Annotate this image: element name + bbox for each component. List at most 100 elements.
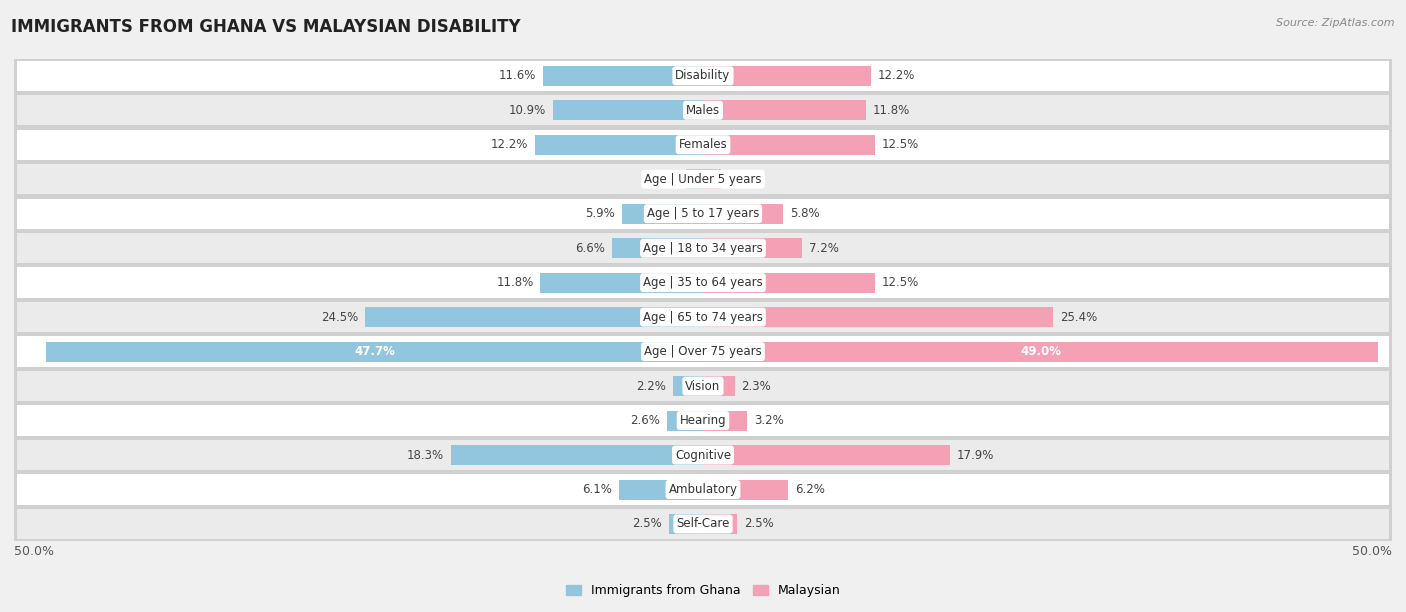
Bar (703, 169, 721, 189)
Text: 11.6%: 11.6% (499, 69, 536, 82)
Bar (14, 266, 1392, 300)
Text: 2.5%: 2.5% (631, 518, 662, 531)
Bar (703, 376, 735, 396)
Bar (17, 130, 1389, 160)
Bar (366, 307, 703, 327)
Text: 7.2%: 7.2% (808, 242, 839, 255)
Bar (14, 162, 1392, 196)
Bar (669, 514, 703, 534)
Text: 11.8%: 11.8% (873, 104, 910, 117)
Text: 50.0%: 50.0% (1353, 545, 1392, 558)
Bar (686, 169, 703, 189)
Text: Ambulatory: Ambulatory (668, 483, 738, 496)
Bar (17, 371, 1389, 401)
Text: 2.6%: 2.6% (630, 414, 661, 427)
Text: 6.2%: 6.2% (796, 483, 825, 496)
Bar (14, 334, 1392, 369)
Text: 2.3%: 2.3% (741, 379, 772, 392)
Bar (14, 403, 1392, 438)
Text: 6.6%: 6.6% (575, 242, 605, 255)
Bar (17, 267, 1389, 298)
Bar (553, 100, 703, 120)
Bar (17, 337, 1389, 367)
Text: Age | 18 to 34 years: Age | 18 to 34 years (643, 242, 763, 255)
Bar (703, 341, 1378, 362)
Text: Age | 5 to 17 years: Age | 5 to 17 years (647, 207, 759, 220)
Bar (703, 445, 949, 465)
Bar (14, 300, 1392, 334)
Bar (703, 135, 875, 155)
Bar (451, 445, 703, 465)
Bar (14, 59, 1392, 93)
Text: 2.5%: 2.5% (744, 518, 775, 531)
Text: 5.8%: 5.8% (790, 207, 820, 220)
Bar (14, 369, 1392, 403)
Bar (14, 507, 1392, 541)
Text: 1.3%: 1.3% (728, 173, 758, 185)
Bar (17, 474, 1389, 505)
Text: Disability: Disability (675, 69, 731, 82)
Bar (703, 480, 789, 499)
Bar (17, 302, 1389, 332)
Text: 3.2%: 3.2% (754, 414, 783, 427)
Text: Cognitive: Cognitive (675, 449, 731, 461)
Text: IMMIGRANTS FROM GHANA VS MALAYSIAN DISABILITY: IMMIGRANTS FROM GHANA VS MALAYSIAN DISAB… (11, 18, 520, 36)
Bar (17, 233, 1389, 263)
Bar (534, 135, 703, 155)
Text: 12.2%: 12.2% (877, 69, 915, 82)
Bar (612, 238, 703, 258)
Bar (17, 198, 1389, 229)
Bar (17, 164, 1389, 195)
Text: 12.5%: 12.5% (882, 276, 920, 289)
Bar (17, 509, 1389, 539)
Bar (14, 231, 1392, 266)
Text: 12.2%: 12.2% (491, 138, 529, 151)
Bar (703, 272, 875, 293)
Text: Age | Over 75 years: Age | Over 75 years (644, 345, 762, 358)
Bar (17, 61, 1389, 91)
Text: 18.3%: 18.3% (406, 449, 444, 461)
Text: 2.2%: 2.2% (636, 379, 666, 392)
Bar (703, 238, 803, 258)
Text: 47.7%: 47.7% (354, 345, 395, 358)
Text: Source: ZipAtlas.com: Source: ZipAtlas.com (1277, 18, 1395, 28)
Text: Females: Females (679, 138, 727, 151)
Text: 6.1%: 6.1% (582, 483, 612, 496)
Text: Age | Under 5 years: Age | Under 5 years (644, 173, 762, 185)
Bar (14, 438, 1392, 472)
Text: Self-Care: Self-Care (676, 518, 730, 531)
Bar (619, 480, 703, 499)
Text: 24.5%: 24.5% (322, 311, 359, 324)
Legend: Immigrants from Ghana, Malaysian: Immigrants from Ghana, Malaysian (561, 579, 845, 602)
Text: 25.4%: 25.4% (1060, 311, 1097, 324)
Text: Vision: Vision (685, 379, 721, 392)
Text: 1.2%: 1.2% (650, 173, 679, 185)
Text: 5.9%: 5.9% (585, 207, 614, 220)
Text: Males: Males (686, 104, 720, 117)
Bar (703, 100, 866, 120)
Bar (672, 376, 703, 396)
Text: 50.0%: 50.0% (14, 545, 53, 558)
Bar (703, 514, 738, 534)
Text: 49.0%: 49.0% (1021, 345, 1062, 358)
Bar (14, 196, 1392, 231)
Bar (703, 204, 783, 223)
Bar (17, 440, 1389, 470)
Bar (668, 411, 703, 431)
Text: 10.9%: 10.9% (509, 104, 546, 117)
Text: 12.5%: 12.5% (882, 138, 920, 151)
Bar (17, 95, 1389, 125)
Bar (543, 65, 703, 86)
Bar (621, 204, 703, 223)
Bar (14, 93, 1392, 127)
Bar (14, 127, 1392, 162)
Text: Hearing: Hearing (679, 414, 727, 427)
Bar (703, 411, 747, 431)
Text: 11.8%: 11.8% (496, 276, 533, 289)
Bar (703, 65, 872, 86)
Bar (46, 341, 703, 362)
Text: Age | 35 to 64 years: Age | 35 to 64 years (643, 276, 763, 289)
Text: Age | 65 to 74 years: Age | 65 to 74 years (643, 311, 763, 324)
Bar (17, 405, 1389, 436)
Bar (703, 307, 1053, 327)
